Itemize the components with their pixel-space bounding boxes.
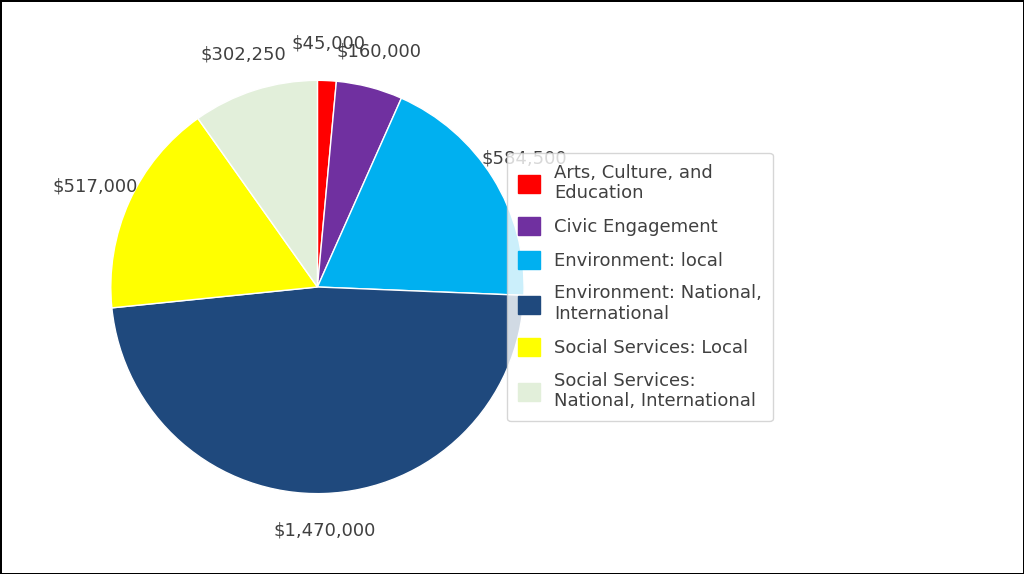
Wedge shape	[317, 82, 401, 287]
Wedge shape	[317, 80, 337, 287]
Wedge shape	[317, 98, 524, 296]
Text: $160,000: $160,000	[337, 42, 422, 60]
Wedge shape	[112, 287, 524, 494]
Text: $1,470,000: $1,470,000	[273, 522, 376, 540]
Text: $517,000: $517,000	[53, 177, 138, 195]
Wedge shape	[198, 80, 317, 287]
Wedge shape	[111, 118, 317, 308]
Text: $302,250: $302,250	[201, 46, 287, 64]
Legend: Arts, Culture, and
Education, Civic Engagement, Environment: local, Environment:: Arts, Culture, and Education, Civic Enga…	[507, 153, 773, 421]
Text: $584,500: $584,500	[481, 149, 567, 167]
Text: $45,000: $45,000	[292, 34, 366, 52]
